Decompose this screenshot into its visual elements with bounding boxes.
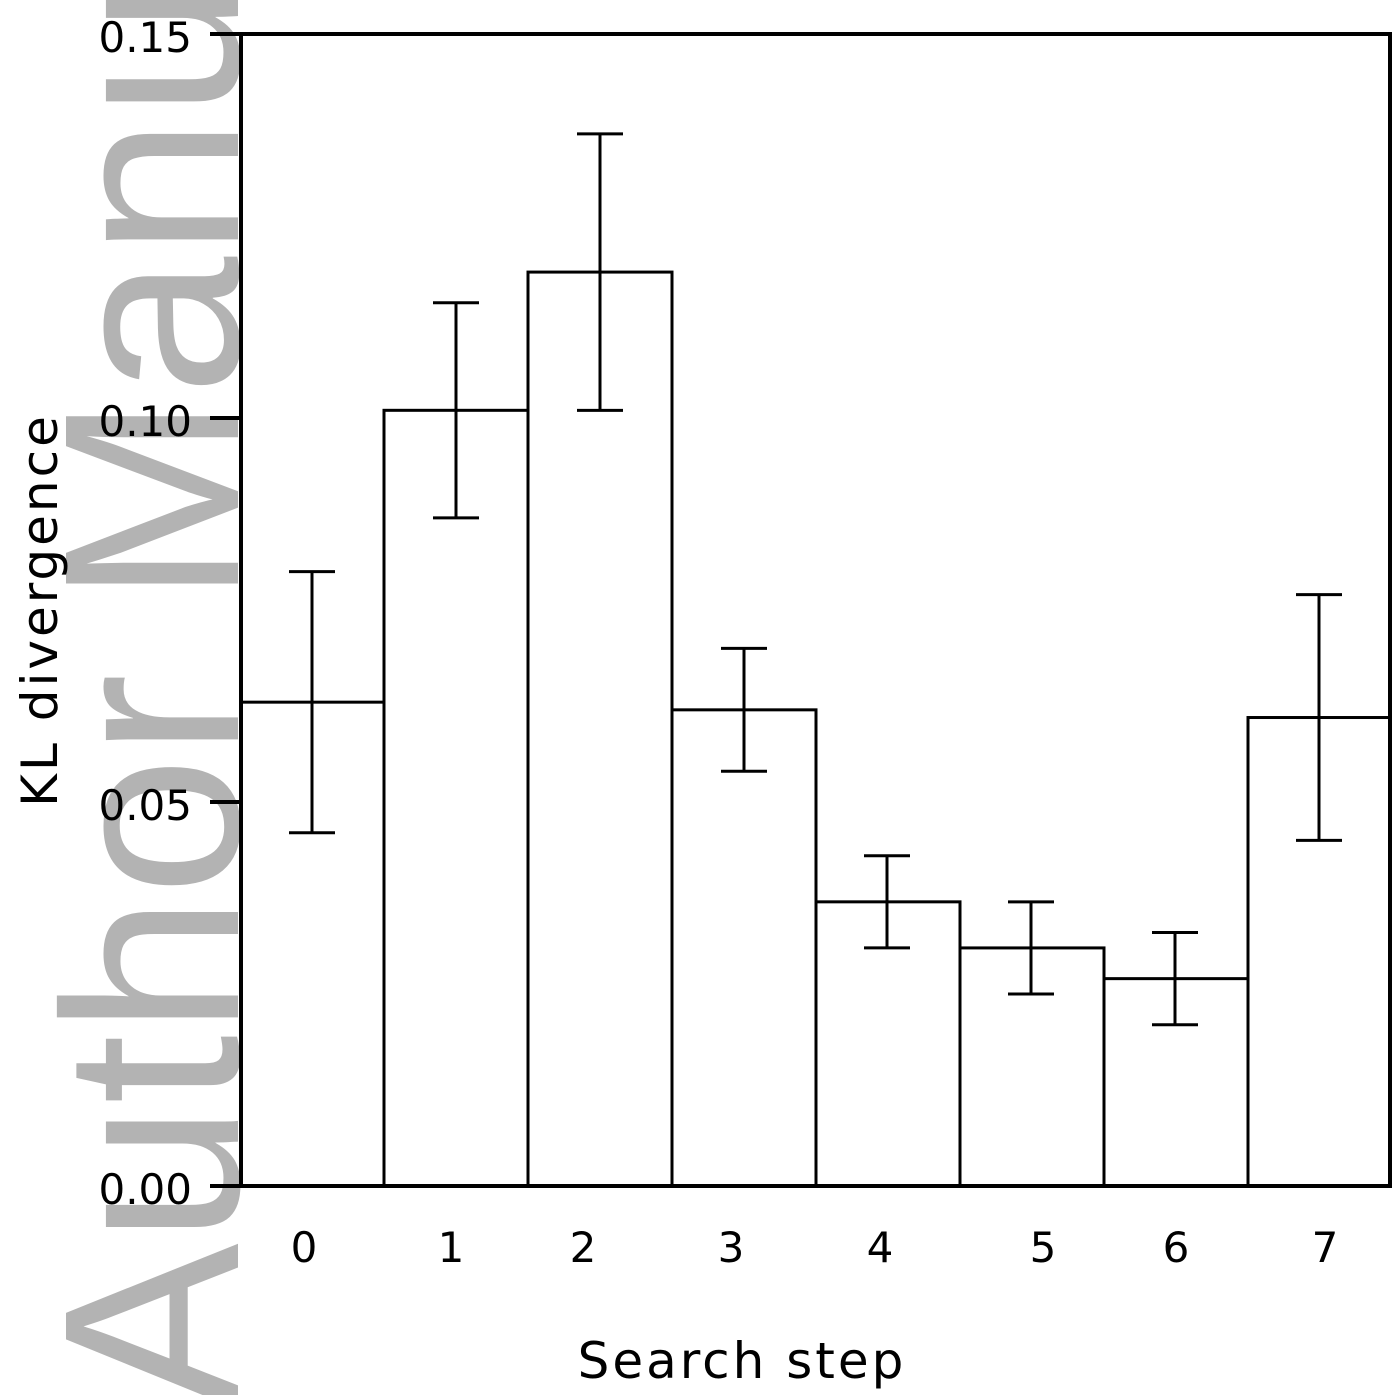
axes-layer (210, 32, 1392, 1188)
x-tick-label: 0 (291, 1223, 318, 1272)
plot-frame (239, 32, 1392, 1188)
x-axis-title: Search step (578, 1332, 907, 1390)
error-bar-0 (289, 570, 335, 835)
error-bars-layer (289, 132, 1342, 1027)
x-tick-label: 5 (1030, 1223, 1057, 1272)
error-bar-5 (1008, 900, 1054, 996)
x-tick-label: 2 (570, 1223, 597, 1272)
error-bar-3 (721, 646, 767, 773)
x-tick-label: 7 (1312, 1223, 1339, 1272)
y-tick-label: 0.15 (98, 13, 192, 62)
y-axis-title: KL divergence (11, 413, 69, 807)
x-tick-label: 4 (867, 1223, 894, 1272)
bars-layer (239, 270, 1392, 1188)
error-bar-6 (1152, 931, 1198, 1027)
error-bar-2 (577, 132, 623, 412)
labels-layer: 0 1 2 3 4 5 6 7 0.00 0.05 0.10 0.15 (98, 13, 1338, 1272)
bar-1 (382, 408, 530, 1188)
x-tick-label: 6 (1163, 1223, 1190, 1272)
y-tick-label: 0.05 (98, 781, 192, 830)
error-bar-1 (433, 301, 479, 520)
x-tick-label: 3 (718, 1223, 745, 1272)
error-bar-7 (1296, 593, 1342, 842)
y-tick-label: 0.00 (98, 1165, 192, 1214)
error-bar-4 (864, 854, 910, 950)
y-tick-label: 0.10 (98, 397, 192, 446)
x-tick-label: 1 (438, 1223, 465, 1272)
bar-3 (670, 708, 818, 1188)
